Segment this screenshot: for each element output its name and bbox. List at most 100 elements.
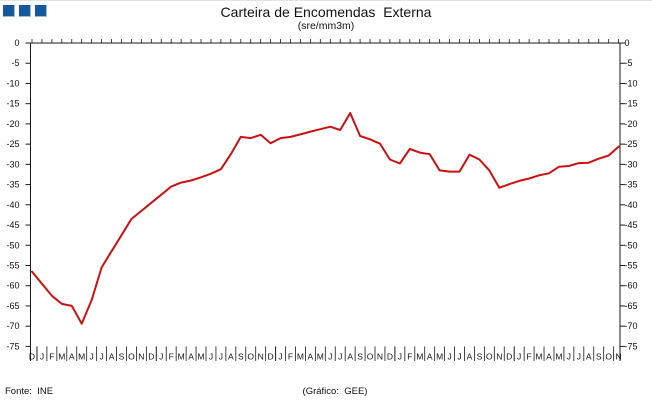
x-month-label: A	[188, 351, 194, 361]
y-tick-label-left: -65	[6, 301, 19, 311]
x-month-label: M	[78, 351, 85, 361]
x-month-label: M	[555, 351, 562, 361]
x-month-label: M	[178, 351, 185, 361]
y-tick-label-right: -10	[625, 78, 638, 88]
y-tick-label-left: -30	[6, 159, 19, 169]
x-month-label: A	[586, 351, 592, 361]
y-tick-label-right: -25	[625, 139, 638, 149]
y-tick-label-right: -20	[625, 119, 638, 129]
y-tick-label-right: -5	[625, 58, 633, 68]
logo-square-icon	[19, 5, 31, 17]
x-month-label: D	[268, 351, 274, 361]
x-month-label: O	[367, 351, 374, 361]
y-tick-label-right: -45	[625, 220, 638, 230]
x-month-label: A	[467, 351, 473, 361]
x-month-label: D	[29, 351, 35, 361]
x-month-label: F	[527, 351, 532, 361]
x-month-label: J	[457, 351, 461, 361]
y-tick-label-left: -25	[6, 139, 19, 149]
credit-note: (Gráfico: GEE)	[302, 386, 368, 397]
x-month-label: N	[616, 351, 622, 361]
x-month-label: D	[387, 351, 393, 361]
source-note: Fonte: INE	[5, 386, 54, 397]
x-month-label: M	[536, 351, 543, 361]
y-tick-label-right: -65	[625, 301, 638, 311]
x-month-label: S	[357, 351, 363, 361]
x-month-label: S	[119, 351, 125, 361]
x-month-label: S	[238, 351, 244, 361]
x-month-label: M	[197, 351, 204, 361]
x-month-label: J	[99, 351, 103, 361]
logo-square-icon	[3, 5, 15, 17]
x-month-label: J	[398, 351, 402, 361]
x-month-label: M	[416, 351, 423, 361]
x-month-label: O	[486, 351, 493, 361]
x-month-label: J	[278, 351, 282, 361]
x-month-label: A	[546, 351, 552, 361]
logo-square-icon	[35, 5, 47, 17]
x-month-label: A	[228, 351, 234, 361]
x-month-label: O	[247, 351, 254, 361]
y-tick-label-right: 0	[625, 38, 630, 48]
y-tick-label-left: -70	[6, 321, 19, 331]
y-tick-label-left: -55	[6, 260, 19, 270]
x-month-label: S	[596, 351, 602, 361]
y-tick-label-right: -60	[625, 281, 638, 291]
x-month-label: J	[90, 351, 94, 361]
x-month-label: D	[506, 351, 512, 361]
x-month-label: S	[477, 351, 483, 361]
x-month-label: M	[317, 351, 324, 361]
x-month-label: A	[69, 351, 75, 361]
y-tick-label-right: -35	[625, 180, 638, 190]
x-month-label: A	[109, 351, 115, 361]
x-month-label: N	[258, 351, 264, 361]
y-tick-label-right: -50	[625, 240, 638, 250]
x-month-label: N	[496, 351, 502, 361]
y-tick-label-left: -35	[6, 180, 19, 190]
x-month-label: J	[338, 351, 342, 361]
x-month-label: J	[219, 351, 223, 361]
x-month-label: N	[138, 351, 144, 361]
x-month-label: A	[308, 351, 314, 361]
x-month-label: J	[577, 351, 581, 361]
y-tick-label-left: -75	[6, 341, 19, 351]
y-tick-label-left: -15	[6, 99, 19, 109]
y-tick-label-left: -5	[11, 58, 19, 68]
y-tick-label-left: -40	[6, 200, 19, 210]
y-tick-label-left: -10	[6, 78, 19, 88]
x-month-label: J	[567, 351, 571, 361]
x-month-label: M	[436, 351, 443, 361]
y-tick-label-left: -60	[6, 281, 19, 291]
x-month-label: J	[447, 351, 451, 361]
y-tick-label-right: -75	[625, 341, 638, 351]
x-month-label: F	[288, 351, 293, 361]
chart-subtitle: (sre/mm3m)	[297, 20, 355, 32]
y-tick-label-left: -20	[6, 119, 19, 129]
chart-title: Carteira de Encomendas Externa	[220, 4, 432, 20]
y-tick-label-right: -15	[625, 99, 638, 109]
x-month-label: A	[427, 351, 433, 361]
x-month-label: F	[169, 351, 174, 361]
y-tick-label-right: -70	[625, 321, 638, 331]
y-tick-label-left: -50	[6, 240, 19, 250]
y-tick-label-left: -45	[6, 220, 19, 230]
x-month-label: J	[209, 351, 213, 361]
x-month-label: F	[49, 351, 54, 361]
series-line	[31, 112, 620, 325]
x-month-label: M	[58, 351, 65, 361]
x-month-label: O	[605, 351, 612, 361]
chart-canvas: 0 0 -5 -5 -10 -10 -15 -15 -20 -20 -25 -25 -30 -30 -35 -…	[6, 38, 638, 361]
logo-squares	[3, 5, 47, 17]
x-month-label: N	[377, 351, 383, 361]
x-month-label: O	[128, 351, 135, 361]
y-tick-label-right: -40	[625, 200, 638, 210]
y-tick-label-left: 0	[14, 38, 19, 48]
x-month-label: J	[328, 351, 332, 361]
x-month-label: J	[517, 351, 521, 361]
x-month-label: F	[407, 351, 412, 361]
x-month-label: A	[347, 351, 353, 361]
y-tick-label-right: -55	[625, 260, 638, 270]
x-month-label: J	[159, 351, 163, 361]
x-month-label: M	[297, 351, 304, 361]
